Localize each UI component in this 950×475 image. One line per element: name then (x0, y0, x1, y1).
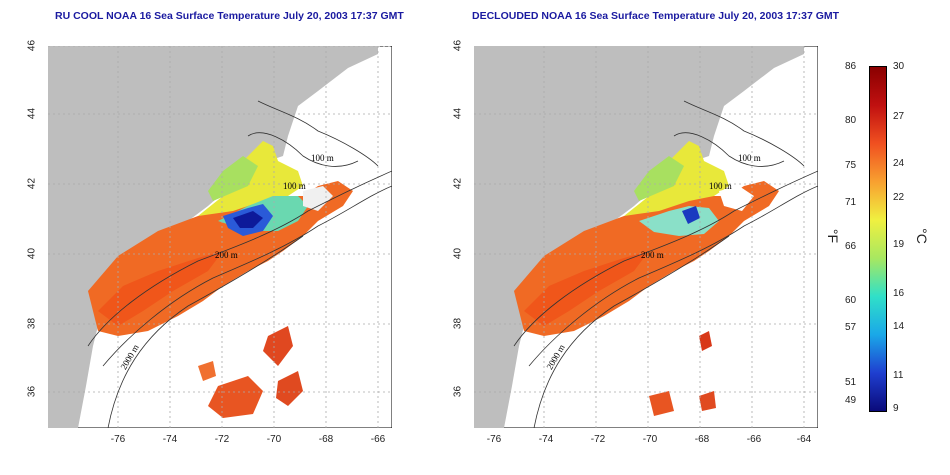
lon-tick: -76 (110, 434, 126, 445)
lon-tick: -70 (266, 434, 282, 445)
lon-tick: -64 (796, 434, 812, 445)
c-tick: 11 (893, 370, 904, 381)
lon-tick: -72 (590, 434, 606, 445)
f-tick: 49 (845, 395, 857, 406)
lat-tick: 46 (26, 39, 38, 52)
lat-tick: 36 (452, 385, 464, 398)
panel-title: RU COOL NOAA 16 Sea Surface Temperature … (55, 10, 404, 22)
lon-tick: -74 (538, 434, 554, 445)
lon-tick: -66 (746, 434, 762, 445)
lat-tick: 40 (26, 247, 38, 260)
f-tick: 60 (845, 295, 857, 306)
lat-tick: 42 (452, 177, 464, 190)
f-tick: 75 (845, 160, 857, 171)
lon-tick: -70 (642, 434, 658, 445)
sst-map-svg (48, 46, 392, 428)
lat-tick: 38 (26, 317, 38, 330)
lat-tick: 42 (26, 177, 38, 190)
c-tick: 14 (893, 321, 905, 332)
sst-map-left: 46 44 42 40 38 36 -76 -74 -72 -70 -68 -6… (27, 40, 392, 445)
c-tick: 9 (893, 403, 899, 414)
sst-map-svg (474, 46, 818, 428)
lat-tick: 44 (452, 107, 464, 120)
f-tick: 86 (845, 61, 857, 72)
f-tick: 57 (845, 322, 857, 333)
lon-tick: -66 (370, 434, 386, 445)
contour-label: 100 m (738, 153, 761, 163)
lat-tick: 46 (452, 39, 464, 52)
f-tick: 66 (845, 241, 857, 252)
f-tick: 80 (845, 115, 857, 126)
f-tick: 71 (845, 197, 857, 208)
lon-tick: -76 (486, 434, 502, 445)
c-tick: 22 (893, 192, 905, 203)
sst-map-right: 46 44 42 40 38 36 -76 -74 -72 -70 -68 -6… (453, 40, 818, 445)
f-tick: 51 (845, 377, 857, 388)
lat-tick: 36 (26, 385, 38, 398)
lon-tick: -68 (694, 434, 710, 445)
panel-title: DECLOUDED NOAA 16 Sea Surface Temperatur… (472, 10, 840, 22)
fahrenheit-unit-label: °F (825, 228, 842, 244)
colorbar-gradient (869, 66, 887, 412)
c-tick: 27 (893, 111, 905, 122)
c-tick: 30 (893, 61, 905, 72)
c-tick: 19 (893, 239, 905, 250)
lat-tick: 44 (26, 107, 38, 120)
lon-tick: -68 (318, 434, 334, 445)
c-tick: 24 (893, 158, 905, 169)
contour-label: 100 m (283, 181, 306, 191)
c-tick: 16 (893, 288, 905, 299)
contour-label: 200 m (215, 250, 238, 260)
contour-label: 200 m (641, 250, 664, 260)
lat-tick: 40 (452, 247, 464, 260)
contour-label: 100 m (311, 153, 334, 163)
lat-tick: 38 (452, 317, 464, 330)
lon-tick: -72 (214, 434, 230, 445)
lon-tick: -74 (162, 434, 178, 445)
contour-label: 100 m (709, 181, 732, 191)
celsius-unit-label: °C (913, 228, 930, 244)
